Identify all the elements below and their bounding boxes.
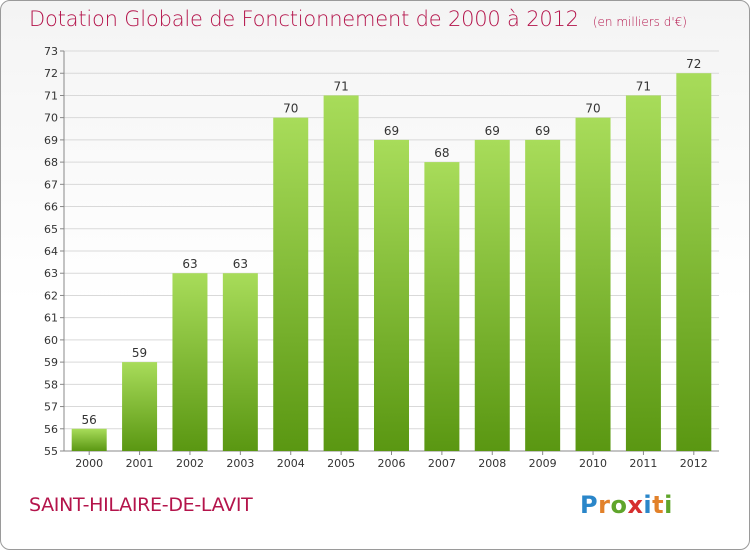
y-tick-label: 56 xyxy=(44,423,58,436)
data-label: 68 xyxy=(434,146,449,160)
bars xyxy=(71,73,712,452)
bar xyxy=(273,117,309,452)
bar xyxy=(474,139,510,451)
bar xyxy=(222,273,258,451)
bar xyxy=(172,273,208,451)
y-tick-label: 58 xyxy=(44,378,58,391)
y-tick-label: 73 xyxy=(44,45,58,58)
axes: 55 56 57 58 59 60 61 62 63 64 65 66 67 68 69 70 71 72 73 20… xyxy=(44,45,719,470)
logo-letter: o xyxy=(610,491,628,519)
data-label: 59 xyxy=(132,346,147,360)
data-label: 72 xyxy=(686,57,701,71)
y-tick-label: 70 xyxy=(44,112,58,125)
data-label: 63 xyxy=(182,257,197,271)
x-tick-label: 2003 xyxy=(226,457,254,470)
y-tick-label: 72 xyxy=(44,67,58,80)
x-tick-label: 2010 xyxy=(579,457,607,470)
data-label: 56 xyxy=(82,413,97,427)
bar xyxy=(676,73,712,451)
data-label: 70 xyxy=(585,102,600,116)
y-tick-label: 71 xyxy=(44,89,58,102)
chart-subtitle: (en milliers d'€) xyxy=(592,15,687,29)
bar xyxy=(625,95,661,451)
x-tick-label: 2012 xyxy=(680,457,708,470)
x-tick-label: 2005 xyxy=(327,457,355,470)
bar xyxy=(122,362,158,451)
data-label: 69 xyxy=(535,124,550,138)
y-tick-label: 60 xyxy=(44,334,58,347)
y-tick-label: 63 xyxy=(44,267,58,280)
bar xyxy=(374,139,409,451)
y-tick-label: 55 xyxy=(44,445,58,458)
data-label: 71 xyxy=(333,79,348,93)
logo-letter: P xyxy=(580,491,599,519)
y-tick-label: 64 xyxy=(44,245,58,258)
y-tick-label: 65 xyxy=(44,223,58,236)
bar xyxy=(525,139,561,451)
x-tick-label: 2004 xyxy=(277,457,305,470)
proxiti-logo[interactable]: Proxiti xyxy=(580,491,673,519)
x-tick-label: 2009 xyxy=(529,457,557,470)
x-tick-label: 2007 xyxy=(428,457,456,470)
bar xyxy=(575,117,611,452)
bar xyxy=(323,95,359,451)
y-tick-label: 61 xyxy=(44,312,58,325)
y-tick-label: 62 xyxy=(44,289,58,302)
y-tick-label: 57 xyxy=(44,401,58,414)
commune-name: SAINT-HILAIRE-DE-LAVIT xyxy=(29,494,253,516)
bar xyxy=(424,162,460,451)
title-text: Dotation Globale de Fonctionnement de 20… xyxy=(29,7,579,31)
y-tick-label: 67 xyxy=(44,178,58,191)
data-label: 69 xyxy=(384,124,399,138)
logo-letter: i xyxy=(643,491,653,519)
x-tick-label: 2008 xyxy=(478,457,506,470)
x-tick-label: 2006 xyxy=(378,457,406,470)
x-tick-label: 2001 xyxy=(126,457,154,470)
logo-letter: x xyxy=(627,491,644,519)
x-tick-label: 2011 xyxy=(629,457,657,470)
y-tick-label: 66 xyxy=(44,201,58,214)
data-label: 63 xyxy=(233,257,248,271)
x-tick-label: 2002 xyxy=(176,457,204,470)
x-tick-label: 2000 xyxy=(75,457,103,470)
data-label: 71 xyxy=(636,79,651,93)
y-tick-label: 59 xyxy=(44,356,58,369)
logo-letter: t xyxy=(652,491,665,519)
y-tick-label: 68 xyxy=(44,156,58,169)
logo-letter: r xyxy=(598,491,611,519)
data-label: 70 xyxy=(283,102,298,116)
data-label: 69 xyxy=(485,124,500,138)
data-labels: 56 59 63 63 70 71 69 68 69 69 70 71 72 xyxy=(82,57,702,427)
y-tick-label: 69 xyxy=(44,134,58,147)
bar xyxy=(71,428,107,451)
chart-title: Dotation Globale de Fonctionnement de 20… xyxy=(29,7,687,31)
logo-letter: i xyxy=(664,491,673,519)
